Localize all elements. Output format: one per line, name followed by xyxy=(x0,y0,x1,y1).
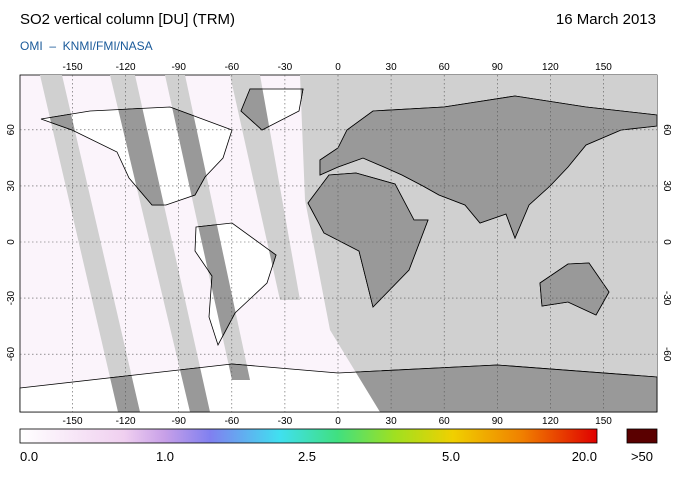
lon-label-top: 60 xyxy=(439,62,451,73)
lon-label-bottom: 30 xyxy=(386,416,398,427)
lat-label-right: 30 xyxy=(661,180,672,192)
colorbar-label: 0.0 xyxy=(20,449,38,464)
lon-label-top: -120 xyxy=(116,62,136,73)
lon-label-bottom: 0 xyxy=(335,416,341,427)
lat-label-left: -60 xyxy=(6,347,17,362)
lon-label-bottom: -30 xyxy=(278,416,293,427)
colorbar-label: 2.5 xyxy=(298,449,316,464)
title: SO2 vertical column [DU] (TRM) xyxy=(20,11,235,28)
lon-label-bottom: -150 xyxy=(62,416,82,427)
lon-label-top: -30 xyxy=(278,62,293,73)
lon-label-top: -90 xyxy=(171,62,186,73)
color-scale xyxy=(19,428,598,444)
lat-label-left: -30 xyxy=(6,290,17,305)
lat-label-right: -60 xyxy=(661,347,672,362)
lon-label-bottom: 60 xyxy=(439,416,451,427)
lon-label-top: 0 xyxy=(335,62,341,73)
lon-label-top: 90 xyxy=(492,62,504,73)
map xyxy=(19,74,658,413)
lon-label-top: 30 xyxy=(386,62,398,73)
lon-label-bottom: -90 xyxy=(171,416,186,427)
colorbar: >50 xyxy=(19,428,658,464)
lon-label-bottom: 120 xyxy=(542,416,559,427)
subtitle: OMI – KNMI/FMI/NASA xyxy=(20,39,153,53)
graticule xyxy=(20,75,657,412)
lon-label-bottom: 90 xyxy=(492,416,504,427)
lat-label-left: 0 xyxy=(6,239,17,245)
lon-label-top: 150 xyxy=(595,62,612,73)
lon-label-top: -60 xyxy=(225,62,240,73)
colorbar-label: 5.0 xyxy=(442,449,460,464)
overflow-swatch xyxy=(626,428,658,444)
lat-label-left: 30 xyxy=(6,180,17,192)
lon-label-bottom: -120 xyxy=(116,416,136,427)
lat-label-right: 60 xyxy=(661,124,672,136)
date: 16 March 2013 xyxy=(556,11,656,28)
colorbar-label: 20.0 xyxy=(572,449,597,464)
lat-label-right: 0 xyxy=(661,239,672,245)
lat-label-right: -30 xyxy=(661,291,672,306)
overflow-label: >50 xyxy=(631,449,653,464)
lon-label-bottom: 150 xyxy=(595,416,612,427)
lon-label-top: 120 xyxy=(542,62,559,73)
lon-label-top: -150 xyxy=(62,62,82,73)
colorbar-label: 1.0 xyxy=(156,449,174,464)
lat-label-left: 60 xyxy=(6,124,17,136)
lon-label-bottom: -60 xyxy=(225,416,240,427)
